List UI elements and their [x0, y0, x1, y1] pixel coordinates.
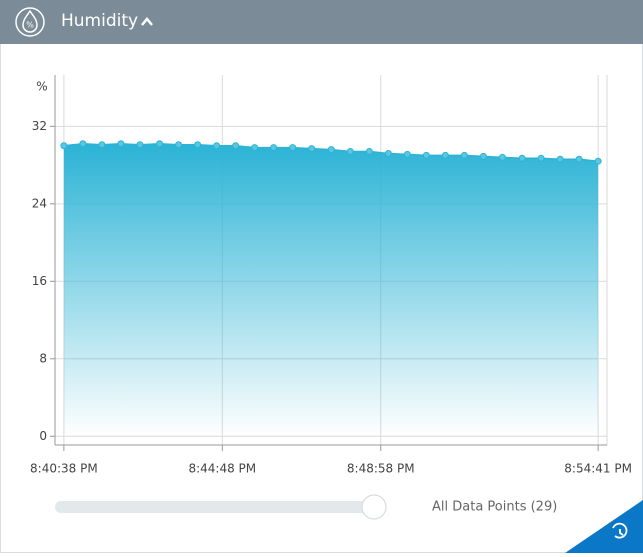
data-point — [422, 151, 430, 159]
data-point — [479, 152, 487, 160]
data-point — [136, 141, 144, 149]
data-point — [60, 142, 68, 150]
data-point — [403, 150, 411, 158]
range-label: All Data Points (29) — [432, 500, 557, 515]
data-point — [594, 157, 602, 165]
area-fill — [63, 143, 599, 437]
data-point — [156, 140, 164, 148]
y-tick-label: 24 — [32, 196, 47, 210]
history-button[interactable] — [565, 500, 643, 553]
y-tick-label: 32 — [32, 119, 47, 133]
data-point — [213, 142, 221, 150]
x-tick-label: 8:40:38 PM — [30, 462, 98, 476]
data-point — [251, 144, 259, 152]
history-icon — [612, 522, 628, 539]
data-point — [232, 142, 240, 150]
range-slider-track[interactable] — [55, 501, 375, 513]
y-tick-label: 0 — [39, 429, 47, 443]
y-axis-label: % — [36, 80, 47, 94]
data-point — [270, 144, 278, 152]
data-point — [327, 146, 335, 154]
data-point — [498, 153, 506, 161]
data-point — [575, 155, 583, 163]
x-tick-label: 8:48:58 PM — [347, 462, 415, 476]
data-point — [556, 155, 564, 163]
y-tick-label: 8 — [39, 351, 47, 365]
range-slider-thumb[interactable] — [361, 494, 387, 520]
data-point — [537, 154, 545, 162]
data-point — [194, 141, 202, 149]
svg-text:%: % — [26, 21, 34, 30]
header-bar — [0, 0, 643, 44]
data-point — [384, 149, 392, 157]
data-point — [98, 141, 106, 149]
data-point — [308, 145, 316, 153]
data-point — [346, 148, 354, 156]
data-point — [117, 140, 125, 148]
collapse-chevron[interactable] — [141, 17, 153, 26]
x-tick-label: 8:54:41 PM — [564, 462, 632, 476]
data-point — [289, 144, 297, 152]
x-tick-label: 8:44:48 PM — [188, 462, 256, 476]
data-point — [365, 148, 373, 156]
header-title: Humidity — [61, 11, 138, 31]
data-point — [79, 140, 87, 148]
humidity-icon: % — [15, 7, 45, 37]
data-point — [441, 151, 449, 159]
y-tick-label: 16 — [32, 274, 47, 288]
data-point — [518, 154, 526, 162]
data-point — [460, 151, 468, 159]
data-point — [175, 141, 183, 149]
